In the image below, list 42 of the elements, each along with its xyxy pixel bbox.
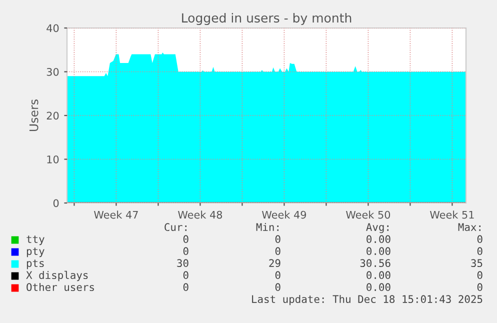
text: 29 [269, 259, 280, 268]
chart-title: Logged in users - by month [182, 12, 352, 26]
x-tick-label: Week 51 [430, 210, 474, 219]
text: 0 [477, 271, 482, 280]
text: 0.00 [366, 271, 390, 280]
x-tick-label: Week 50 [346, 210, 390, 219]
y-tick-label: 40 [46, 24, 59, 32]
x-tick-label: Week 48 [178, 210, 222, 219]
text: Last update: Thu Dec 18 15:01:43 2025 [252, 294, 482, 306]
text: 0.00 [366, 247, 390, 256]
y-tick-label: 0 [53, 199, 59, 208]
text: 0 [275, 247, 280, 256]
text: Cur: [164, 223, 186, 232]
y-tick-label: 30 [46, 68, 59, 76]
text: Max: [458, 223, 480, 232]
legend-label: X displays [26, 270, 88, 282]
text: 0 [477, 283, 482, 292]
text: 30.56 [360, 259, 390, 268]
text: 0 [275, 271, 280, 280]
y-axis-title: Users [29, 100, 38, 132]
text: Avg: [366, 223, 388, 234]
x-tick-label: Week 49 [262, 210, 306, 219]
legend-label: pts [26, 260, 44, 270]
legend-label: tty [26, 236, 44, 246]
text: 0.00 [366, 235, 390, 244]
x-tick-label: Week 47 [94, 210, 138, 219]
text: 0 [477, 247, 482, 256]
text: 0 [183, 271, 188, 280]
y-tick-label: 20 [46, 112, 59, 120]
text: 0 [477, 235, 482, 244]
text: 0 [275, 235, 280, 244]
text: 0.00 [366, 283, 390, 292]
legend-label: Other users [26, 282, 94, 292]
text: 30 [177, 259, 188, 268]
text: 35 [471, 259, 482, 268]
legend-label: pty [26, 248, 44, 258]
text: 0 [183, 283, 188, 292]
text: 0 [183, 247, 188, 256]
y-tick-label: 10 [47, 155, 59, 164]
text: 0 [183, 235, 188, 244]
text: 0 [275, 283, 280, 292]
text: Min: [256, 222, 278, 231]
